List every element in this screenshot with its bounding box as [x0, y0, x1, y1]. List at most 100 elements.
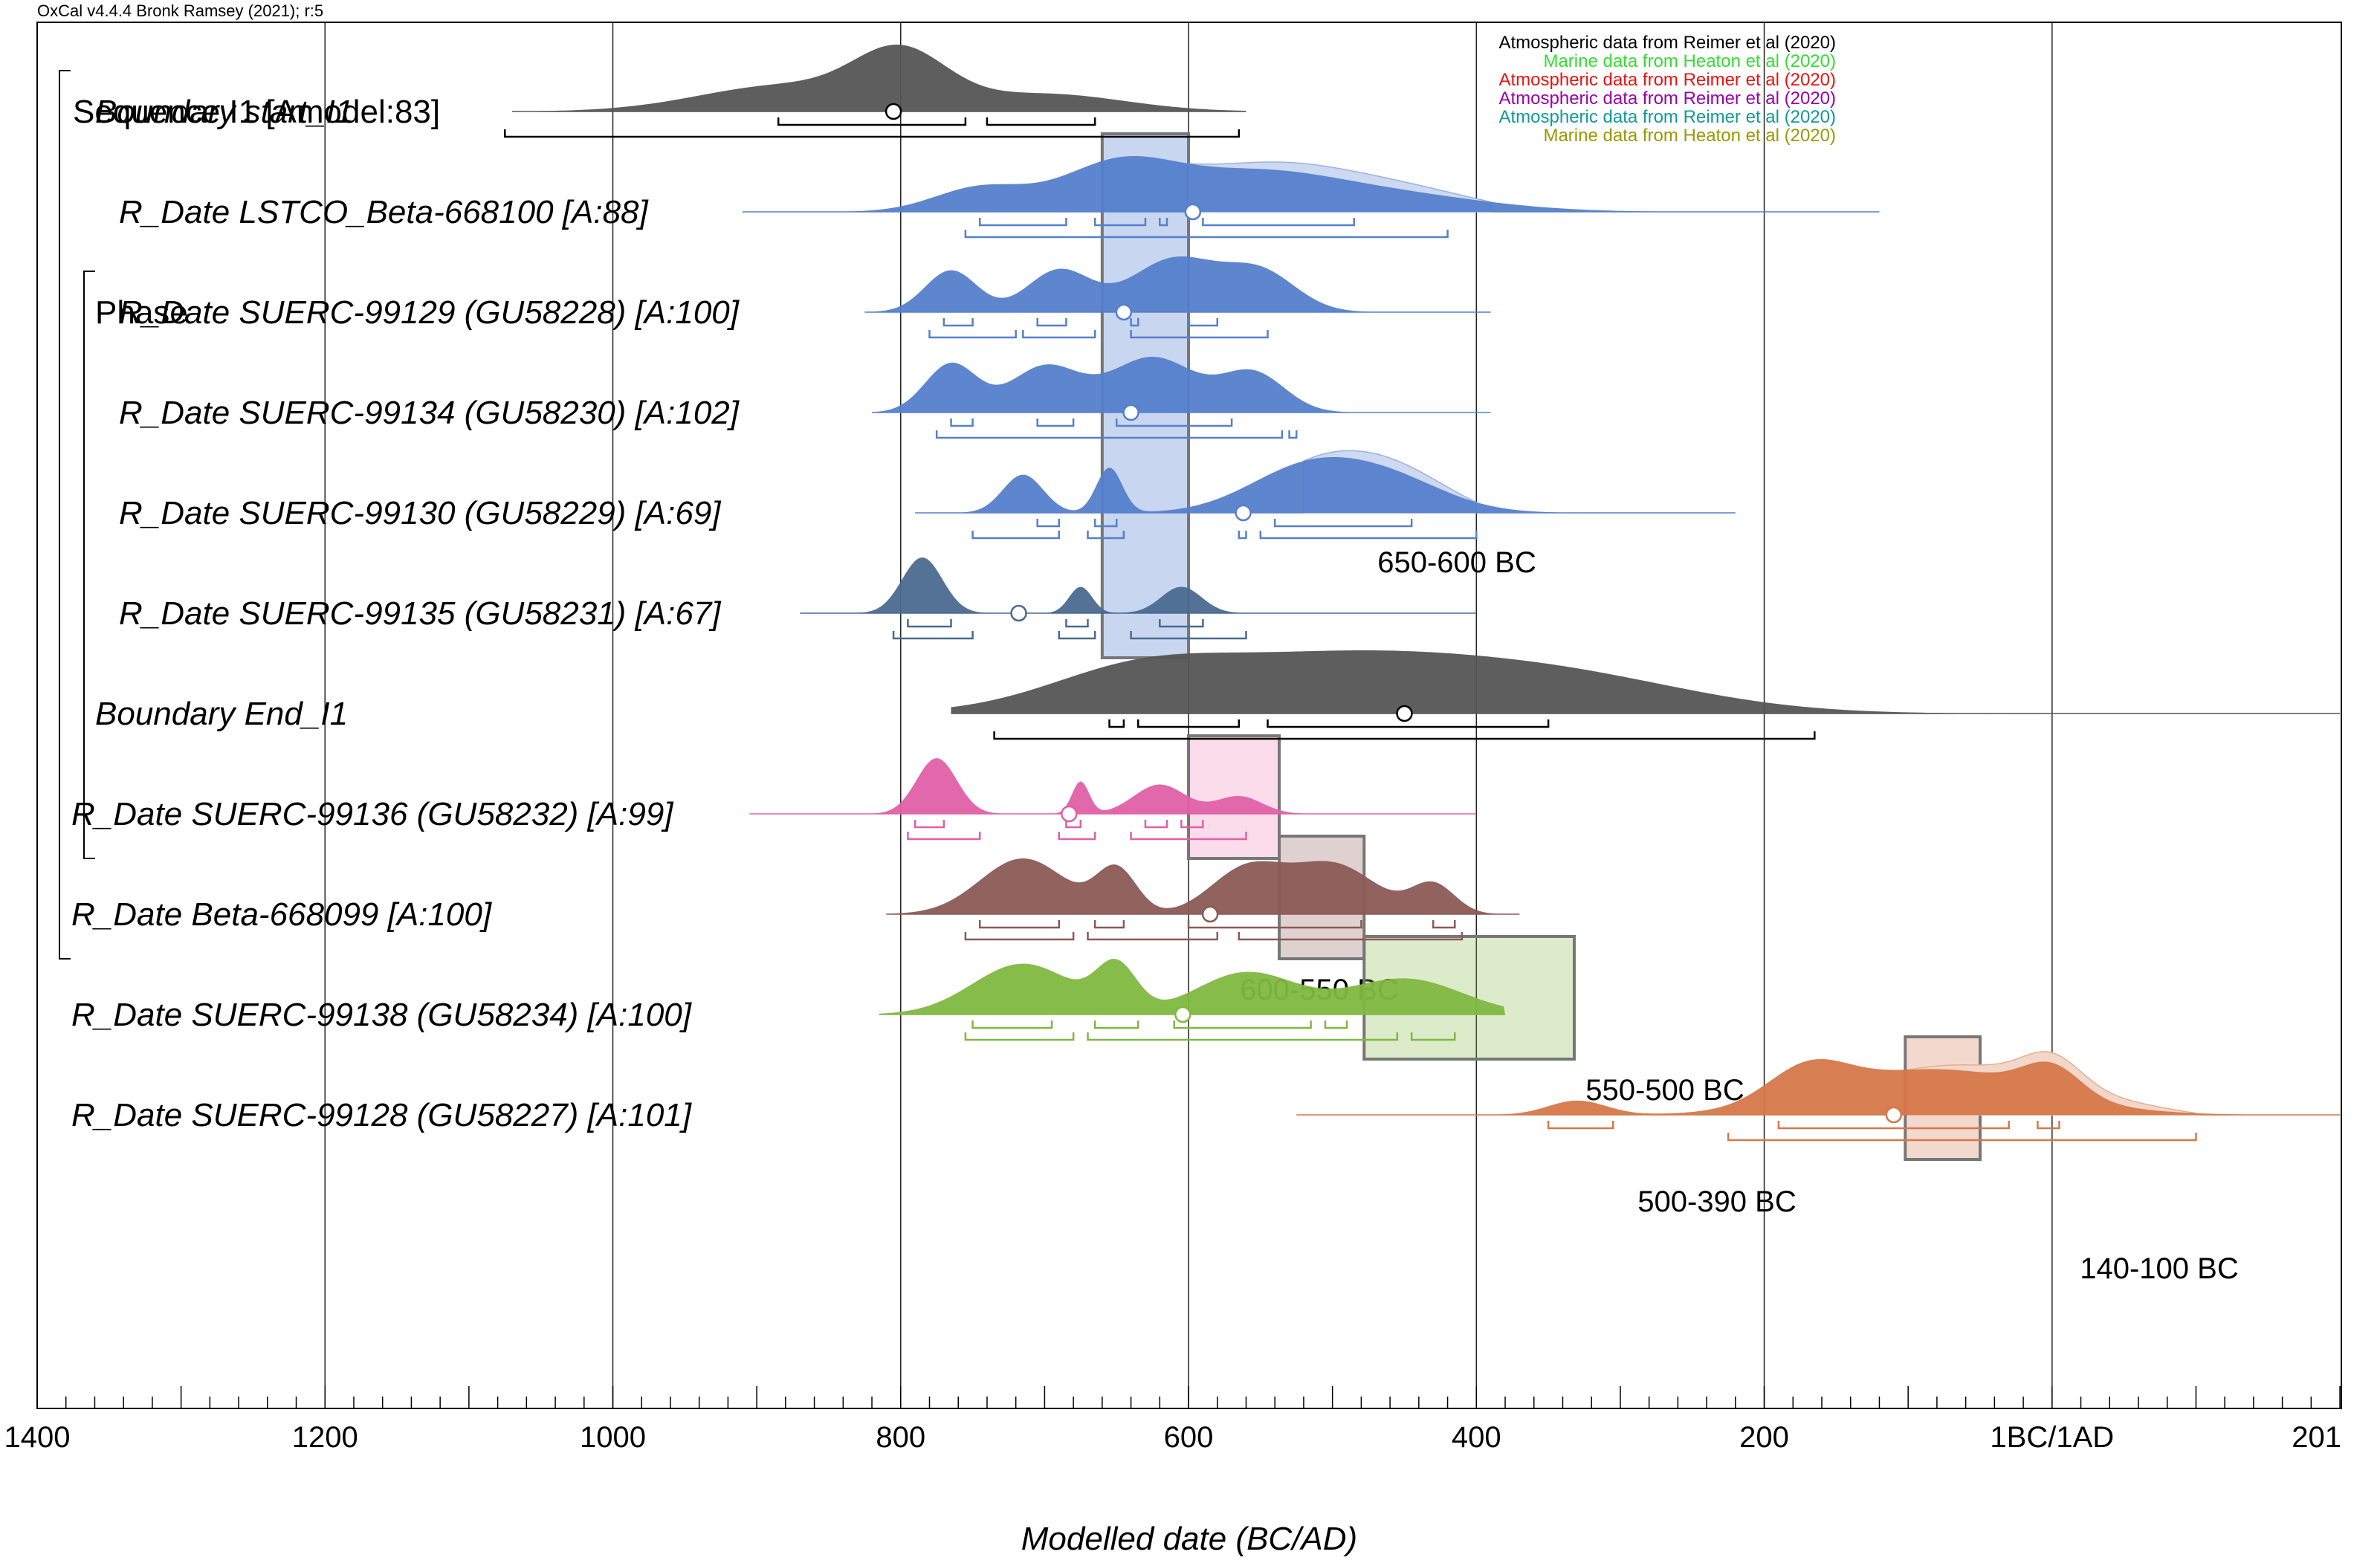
- x-tick-label: 1200: [292, 1421, 358, 1454]
- posterior-distribution: [872, 357, 1491, 412]
- row-labels: Sequence I1 [Amodel:83] Phase Boundary sta…: [59, 70, 740, 1133]
- row-distribution: [886, 858, 1520, 941]
- x-tick-label: 1000: [580, 1421, 646, 1454]
- range-bracket: [1159, 218, 1168, 227]
- range-bracket: [1065, 820, 1082, 829]
- range-bracket: [1187, 920, 1362, 929]
- x-tick-label: 800: [876, 1421, 925, 1454]
- range-bracket: [1087, 531, 1125, 540]
- x-tick-label: 200: [1739, 1421, 1789, 1454]
- range-bracket: [964, 1032, 1075, 1041]
- range-bracket: [1130, 330, 1269, 339]
- x-tick-label: 201: [2292, 1421, 2341, 1454]
- range-bracket: [2037, 1121, 2060, 1130]
- range-bracket: [935, 430, 1284, 439]
- range-bracket: [964, 932, 1075, 941]
- period-label: 550-500 BC: [1585, 1074, 1744, 1107]
- median-marker: [1885, 1106, 1903, 1124]
- x-tick-label: 1400: [4, 1421, 71, 1454]
- row-label: R_Date SUERC-99128 (GU58227) [A:101]: [71, 1097, 693, 1133]
- median-marker: [885, 103, 902, 120]
- range-bracket: [1130, 631, 1247, 640]
- row-label: Boundary End_I1: [95, 696, 348, 732]
- row-label: R_Date SUERC-99134 (GU58230) [A:102]: [119, 395, 740, 431]
- range-bracket: [1137, 719, 1241, 728]
- range-bracket: [504, 129, 1241, 138]
- range-bracket: [1093, 1020, 1139, 1029]
- range-bracket: [777, 117, 967, 126]
- range-bracket: [1087, 1032, 1399, 1041]
- range-bracket: [1259, 531, 1478, 540]
- range-bracket: [1288, 430, 1298, 439]
- x-axis: 1400 1200 1000 800 600 400 200 1BC/1AD 201: [4, 1386, 2341, 1454]
- posterior-distribution: [951, 650, 2341, 714]
- median-marker: [1201, 905, 1219, 923]
- range-bracket: [950, 418, 974, 427]
- row-label: R_Date SUERC-99130 (GU58229) [A:69]: [119, 495, 722, 531]
- legend-entry: Atmospheric data from Reimer et al (2020…: [1498, 107, 1836, 127]
- x-tick-label: 1BC/1AD: [1990, 1421, 2114, 1454]
- median-marker: [1061, 805, 1078, 823]
- posterior-distribution: [742, 156, 1880, 212]
- range-bracket: [986, 117, 1096, 126]
- median-marker: [1184, 203, 1202, 221]
- range-bracket: [1202, 218, 1355, 227]
- range-bracket: [1267, 719, 1550, 728]
- range-bracket: [993, 731, 1816, 740]
- plot-frame: [36, 22, 2342, 1409]
- range-bracket: [1065, 619, 1089, 628]
- row-distribution: [864, 256, 1491, 339]
- sequence-bracket: [59, 70, 71, 960]
- legend: Atmospheric data from Reimer et al (2020…: [1498, 33, 1836, 146]
- range-bracket: [1022, 330, 1096, 339]
- sequence-label: Sequence I1 [Amodel:83]: [73, 94, 440, 130]
- posterior-distribution: [886, 858, 1520, 914]
- range-bracket: [971, 531, 1061, 540]
- row-distribution: [872, 357, 1491, 439]
- range-bracket: [979, 218, 1067, 227]
- posterior-distribution: [879, 959, 1506, 1015]
- row-distribution: [800, 557, 1477, 640]
- row-distribution: [915, 450, 1736, 540]
- range-bracket: [1036, 418, 1075, 427]
- posterior-distribution: [800, 557, 1477, 613]
- row-distribution: [742, 156, 1880, 239]
- row-distribution: [951, 650, 2341, 740]
- median-marker: [1115, 303, 1133, 321]
- range-bracket: [1115, 418, 1233, 427]
- row-distribution: [749, 758, 1477, 841]
- posterior-distribution: [915, 457, 1736, 513]
- range-bracket: [1547, 1121, 1614, 1130]
- range-bracket: [1093, 519, 1118, 528]
- phase-bracket: [83, 271, 95, 859]
- range-bracket: [1238, 531, 1247, 540]
- range-bracket: [913, 820, 945, 829]
- x-axis-title: Modelled date (BC/AD): [1021, 1521, 1357, 1557]
- period-label: 140-100 BC: [2080, 1252, 2238, 1285]
- range-bracket: [1093, 920, 1125, 929]
- legend-entry: Atmospheric data from Reimer et al (2020…: [1498, 88, 1836, 109]
- range-bracket: [979, 920, 1061, 929]
- median-marker: [1235, 504, 1252, 522]
- x-tick-label: 400: [1452, 1421, 1501, 1454]
- legend-entry: Atmospheric data from Reimer et al (2020…: [1498, 33, 1836, 53]
- row-label: R_Date SUERC-99138 (GU58234) [A:100]: [71, 997, 693, 1033]
- range-bracket: [964, 230, 1449, 239]
- range-bracket: [1238, 932, 1464, 941]
- period-label: 500-390 BC: [1637, 1185, 1796, 1218]
- x-tick-label: 600: [1164, 1421, 1214, 1454]
- legend-entry: Marine data from Heaton et al (2020): [1543, 51, 1836, 71]
- range-bracket: [1093, 218, 1147, 227]
- row-distribution: [504, 45, 1246, 138]
- range-bracket: [1180, 820, 1204, 829]
- median-marker: [1174, 1006, 1191, 1023]
- range-bracket: [1036, 519, 1061, 528]
- phase-label: Phase: [95, 294, 188, 331]
- row-label: R_Date SUERC-99136 (GU58232) [A:99]: [71, 796, 674, 832]
- row-label: R_Date SUERC-99129 (GU58228) [A:100]: [119, 294, 740, 331]
- range-bracket: [1159, 619, 1204, 628]
- row-label: R_Date Beta-668099 [A:100]: [71, 896, 493, 933]
- legend-entry: Marine data from Heaton et al (2020): [1543, 126, 1836, 146]
- range-bracket: [1273, 519, 1413, 528]
